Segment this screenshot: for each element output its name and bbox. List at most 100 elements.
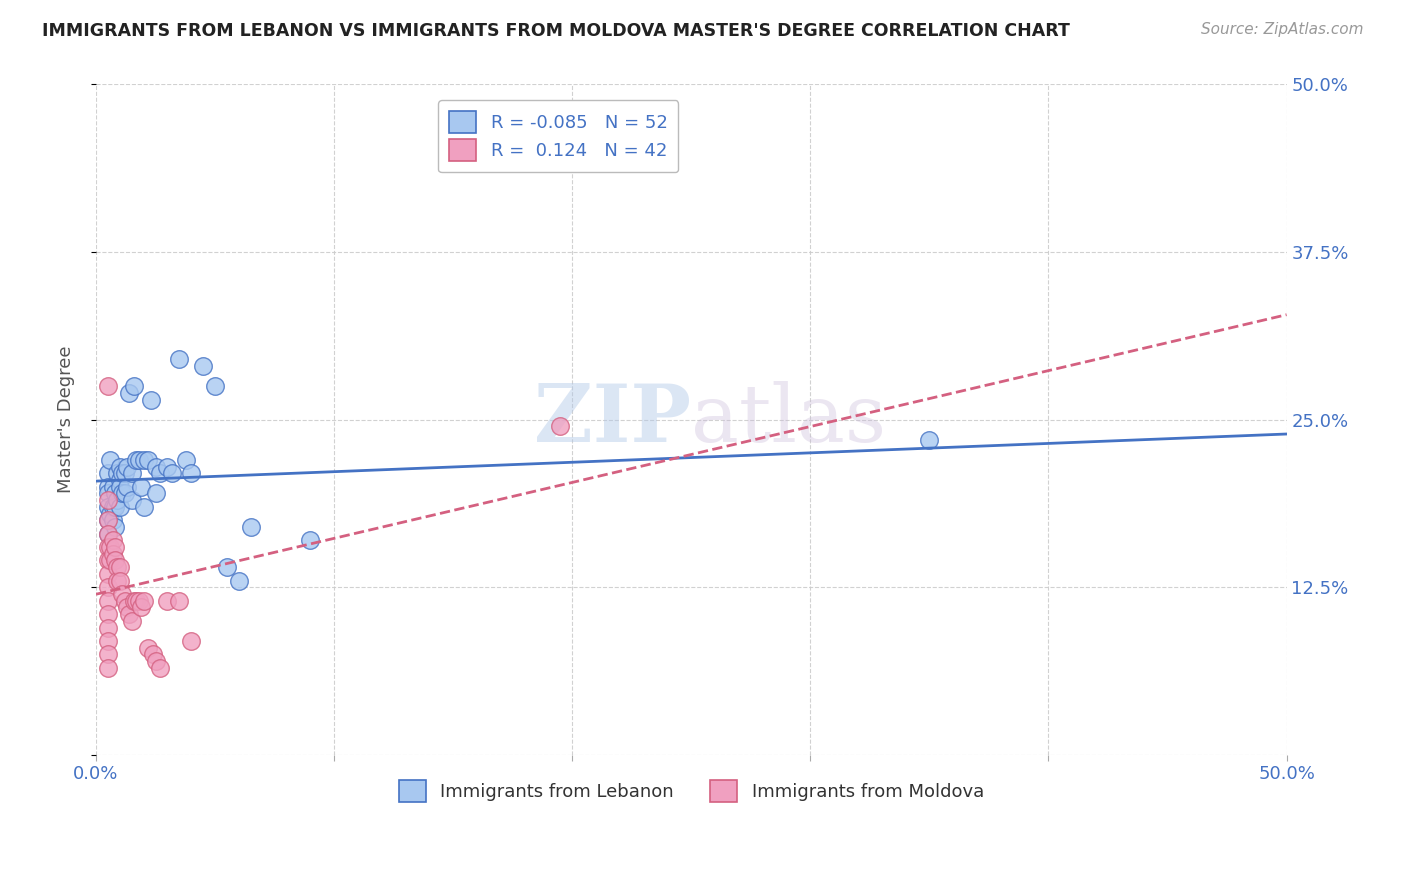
Point <box>104 553 127 567</box>
Point <box>104 540 127 554</box>
Point <box>97 493 120 508</box>
Point <box>107 467 129 481</box>
Point <box>98 507 121 521</box>
Point <box>550 419 572 434</box>
Point <box>145 459 167 474</box>
Point <box>149 661 172 675</box>
Point <box>204 379 226 393</box>
Point <box>176 453 198 467</box>
Point <box>138 640 160 655</box>
Point <box>239 520 262 534</box>
Point <box>97 648 120 662</box>
Point <box>97 593 120 607</box>
Point <box>111 587 134 601</box>
Text: atlas: atlas <box>692 381 886 458</box>
Point <box>122 593 145 607</box>
Point <box>104 486 127 500</box>
Point <box>132 500 155 514</box>
Point <box>129 480 152 494</box>
Point <box>215 560 238 574</box>
Point <box>138 453 160 467</box>
Point <box>169 352 191 367</box>
Point <box>156 459 179 474</box>
Point <box>108 574 131 588</box>
Point <box>107 493 129 508</box>
Point <box>111 486 134 500</box>
Point <box>228 574 250 588</box>
Point <box>132 593 155 607</box>
Point <box>114 467 136 481</box>
Point <box>97 513 120 527</box>
Point <box>98 553 121 567</box>
Point <box>180 467 202 481</box>
Point <box>101 480 124 494</box>
Point <box>128 453 150 467</box>
Point <box>97 607 120 621</box>
Text: IMMIGRANTS FROM LEBANON VS IMMIGRANTS FROM MOLDOVA MASTER'S DEGREE CORRELATION C: IMMIGRANTS FROM LEBANON VS IMMIGRANTS FR… <box>42 22 1070 40</box>
Point <box>107 560 129 574</box>
Point <box>104 520 127 534</box>
Point <box>97 526 120 541</box>
Point <box>118 385 141 400</box>
Point <box>114 486 136 500</box>
Point <box>97 526 120 541</box>
Point <box>97 513 120 527</box>
Point <box>121 467 143 481</box>
Point <box>97 379 120 393</box>
Point <box>107 574 129 588</box>
Point <box>180 634 202 648</box>
Point <box>98 540 121 554</box>
Point <box>128 593 150 607</box>
Point <box>125 453 148 467</box>
Point <box>97 620 120 634</box>
Text: ZIP: ZIP <box>534 381 692 458</box>
Point <box>101 513 124 527</box>
Point <box>97 634 120 648</box>
Point <box>97 566 120 581</box>
Point <box>97 500 120 514</box>
Point <box>129 600 152 615</box>
Point <box>97 480 120 494</box>
Point <box>97 467 120 481</box>
Point <box>191 359 214 373</box>
Point <box>101 533 124 548</box>
Point <box>139 392 162 407</box>
Point <box>156 593 179 607</box>
Point <box>101 500 124 514</box>
Point <box>145 654 167 668</box>
Point <box>121 614 143 628</box>
Point <box>98 453 121 467</box>
Point <box>149 467 172 481</box>
Point <box>97 540 120 554</box>
Point <box>299 533 322 548</box>
Point <box>108 473 131 487</box>
Text: Source: ZipAtlas.com: Source: ZipAtlas.com <box>1201 22 1364 37</box>
Point <box>145 486 167 500</box>
Point <box>169 593 191 607</box>
Point <box>918 433 941 447</box>
Legend: Immigrants from Lebanon, Immigrants from Moldova: Immigrants from Lebanon, Immigrants from… <box>388 769 994 813</box>
Point <box>111 467 134 481</box>
Point <box>108 560 131 574</box>
Point <box>115 480 138 494</box>
Point <box>108 480 131 494</box>
Point <box>97 553 120 567</box>
Point <box>132 453 155 467</box>
Point <box>122 379 145 393</box>
Point <box>97 486 120 500</box>
Point <box>115 600 138 615</box>
Point <box>108 459 131 474</box>
Point <box>97 580 120 594</box>
Point <box>97 661 120 675</box>
Point <box>160 467 183 481</box>
Y-axis label: Master's Degree: Master's Degree <box>58 346 75 493</box>
Point <box>114 593 136 607</box>
Point <box>108 500 131 514</box>
Point <box>115 459 138 474</box>
Point <box>142 648 165 662</box>
Point <box>104 500 127 514</box>
Point <box>121 493 143 508</box>
Point <box>125 593 148 607</box>
Point <box>118 607 141 621</box>
Point <box>101 547 124 561</box>
